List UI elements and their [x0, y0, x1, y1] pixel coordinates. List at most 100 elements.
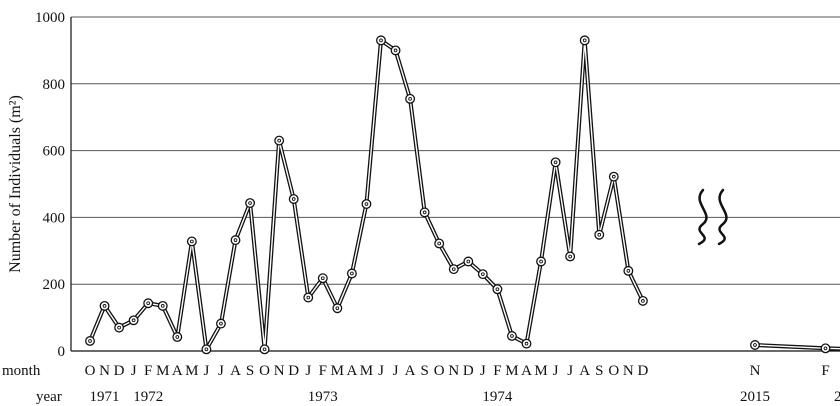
data-point-core: [437, 241, 442, 246]
data-point-core: [466, 259, 471, 264]
x-tick-label-month: J: [567, 363, 573, 379]
data-point-core: [553, 160, 558, 165]
x-tick-label-month: J: [218, 363, 224, 379]
x-tick-label-year: 2016: [834, 389, 840, 405]
x-tick-label-month: N: [448, 363, 459, 379]
x-tick-label-month: J: [305, 363, 311, 379]
data-point-core: [175, 335, 180, 339]
data-point-core: [248, 201, 252, 205]
y-tick-label: 400: [43, 210, 66, 226]
y-tick-label: 0: [58, 344, 66, 360]
x-tick-label-year: 1973: [308, 389, 338, 405]
data-point-core: [190, 239, 194, 244]
series-layer: [85, 35, 840, 355]
x-tick-label-month: M: [185, 363, 198, 379]
data-point-core: [451, 267, 456, 272]
x-tick-label-month: M: [156, 363, 169, 379]
x-tick-label-month: J: [553, 363, 559, 379]
y-tick-label: 1000: [35, 10, 65, 26]
data-point-core: [539, 259, 543, 264]
data-point-core: [320, 276, 325, 281]
x-tick-label-month: J: [378, 363, 384, 379]
year-row-label: year: [36, 389, 62, 405]
grid-layer: [71, 16, 840, 285]
x-tick-label-month: J: [393, 363, 399, 379]
x-tick-label-month: D: [463, 363, 474, 379]
break-wave: [697, 188, 708, 246]
x-tick-label-month: A: [579, 363, 590, 379]
data-point-core: [204, 347, 209, 352]
x-tick-label-year: 1972: [133, 389, 163, 405]
data-point-core: [219, 321, 223, 326]
data-point-core: [582, 38, 587, 43]
x-tick-label-month: F: [144, 363, 152, 379]
data-point-core: [131, 318, 136, 323]
x-tick-label-month: O: [259, 363, 270, 379]
x-tick-label-month: F: [821, 363, 829, 379]
x-tick-label-month: N: [274, 363, 285, 379]
data-point-core: [524, 341, 529, 346]
x-tick-label-month: A: [405, 363, 416, 379]
x-tick-label-month: S: [246, 363, 254, 379]
data-point-core: [146, 301, 151, 306]
axis-break-symbol: [697, 188, 728, 246]
data-point-core: [233, 238, 238, 242]
data-point-core: [160, 304, 165, 308]
data-point-core: [350, 271, 354, 276]
data-point-core: [823, 346, 828, 351]
y-tick-label: 600: [43, 144, 66, 160]
x-tick-label-month: F: [319, 363, 327, 379]
data-point-core: [422, 210, 427, 215]
x-tick-label-month: A: [230, 363, 241, 379]
x-tick-label-year: 1971: [90, 389, 120, 405]
series-line-inner: [754, 344, 840, 350]
data-point-core: [364, 202, 369, 206]
data-point-core: [117, 325, 121, 330]
x-tick-label-month: M: [505, 363, 518, 379]
data-point-core: [626, 268, 631, 273]
x-tick-label-month: N: [99, 363, 110, 379]
x-tick-label-month: O: [608, 363, 619, 379]
x-tick-label-month: A: [172, 363, 183, 379]
x-tick-label-month: F: [493, 363, 501, 379]
data-point-core: [753, 343, 757, 347]
data-point-core: [641, 299, 645, 303]
y-axis-title: Number of Individuals (m²): [7, 95, 24, 273]
data-point-core: [335, 306, 340, 311]
axis-layer: 0 200 400 600 800 1000: [35, 10, 840, 360]
y-tick-label: 200: [43, 277, 66, 293]
data-point-core: [291, 197, 296, 201]
x-tick-label-month: J: [480, 363, 486, 379]
x-tick-label-month: S: [420, 363, 428, 379]
data-point-core: [379, 38, 383, 43]
data-point-core: [510, 334, 514, 338]
data-point-core: [306, 295, 311, 300]
data-point-core: [597, 232, 602, 237]
x-tick-label-month: M: [360, 363, 373, 379]
x-tick-label-month: D: [114, 363, 125, 379]
data-point-core: [277, 138, 281, 143]
break-wave: [717, 188, 728, 246]
x-tick-label-month: D: [288, 363, 299, 379]
x-tick-label-month: O: [434, 363, 445, 379]
x-tick-label-month: D: [637, 363, 648, 379]
data-point-core: [88, 339, 92, 343]
x-tick-label-year: 2015: [740, 389, 770, 405]
x-tick-label-month: M: [534, 363, 547, 379]
x-tick-label-month: M: [331, 363, 344, 379]
data-point-core: [481, 272, 485, 277]
data-point-core: [102, 304, 107, 308]
x-tick-label-month: O: [85, 363, 96, 379]
x-tick-label-month: N: [750, 363, 761, 379]
x-tick-label-month: J: [203, 363, 209, 379]
x-tick-label-month: A: [346, 363, 357, 379]
data-point-core: [568, 254, 572, 259]
data-point-core: [495, 287, 500, 292]
x-tick-label-month: J: [131, 363, 137, 379]
x-tick-label-month: N: [623, 363, 634, 379]
month-row-label: month: [2, 363, 41, 379]
x-tick-label-month: S: [595, 363, 603, 379]
data-point-core: [262, 347, 267, 352]
